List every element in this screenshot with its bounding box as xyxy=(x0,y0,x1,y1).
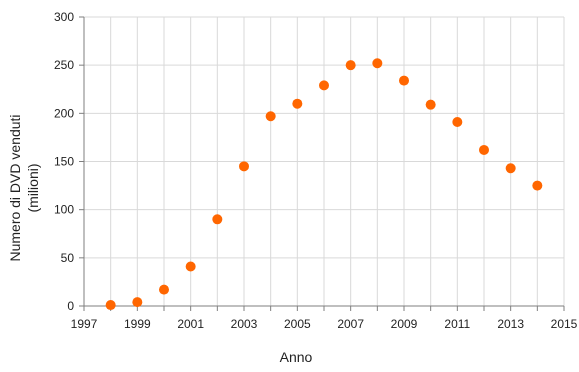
data-point xyxy=(159,284,169,295)
y-axis-label-unit: (milioni) xyxy=(25,164,41,213)
x-tick-label: 2001 xyxy=(177,317,204,331)
x-tick-label: 2013 xyxy=(497,317,524,331)
data-point xyxy=(532,180,543,191)
data-point xyxy=(345,60,356,71)
data-point xyxy=(399,75,409,86)
data-point xyxy=(185,261,196,272)
y-axis-label-group: Numero di DVD venduti (milioni) xyxy=(7,114,41,261)
y-tick-label: 200 xyxy=(54,106,74,120)
data-point xyxy=(239,161,249,172)
x-tick-label: 1999 xyxy=(124,317,151,331)
data-point xyxy=(292,98,303,109)
x-tick-label: 2011 xyxy=(444,317,470,331)
x-tick-label: 2009 xyxy=(391,317,418,331)
x-tick-label: 2007 xyxy=(337,317,364,331)
tick-labels: 0 50 100 150 200 250 300 1997 1999 2001 2003 2005 20… xyxy=(54,10,578,331)
x-axis-label: Anno xyxy=(280,349,313,365)
x-tick-label: 2003 xyxy=(231,317,258,331)
x-tick-label: 1997 xyxy=(71,317,98,331)
y-tick-label: 50 xyxy=(61,251,75,265)
data-point xyxy=(319,80,329,91)
x-tick-label: 2005 xyxy=(284,317,311,331)
data-point xyxy=(505,163,516,174)
data-point xyxy=(372,58,383,69)
data-point xyxy=(105,300,116,311)
y-tick-label: 300 xyxy=(54,10,74,24)
data-point xyxy=(425,99,436,110)
data-point xyxy=(479,144,489,155)
data-point xyxy=(212,214,223,225)
grid xyxy=(83,16,565,307)
x-tick-label: 2015 xyxy=(551,317,578,331)
y-axis-label: Numero di DVD venduti xyxy=(7,114,23,261)
data-point xyxy=(132,297,143,308)
y-tick-label: 0 xyxy=(67,299,74,313)
data-points xyxy=(105,58,543,311)
y-tick-label: 250 xyxy=(54,58,74,72)
axes xyxy=(79,16,565,311)
y-tick-label: 150 xyxy=(54,155,74,169)
data-point xyxy=(265,111,276,122)
data-point xyxy=(452,117,463,128)
y-tick-label: 100 xyxy=(54,203,74,217)
